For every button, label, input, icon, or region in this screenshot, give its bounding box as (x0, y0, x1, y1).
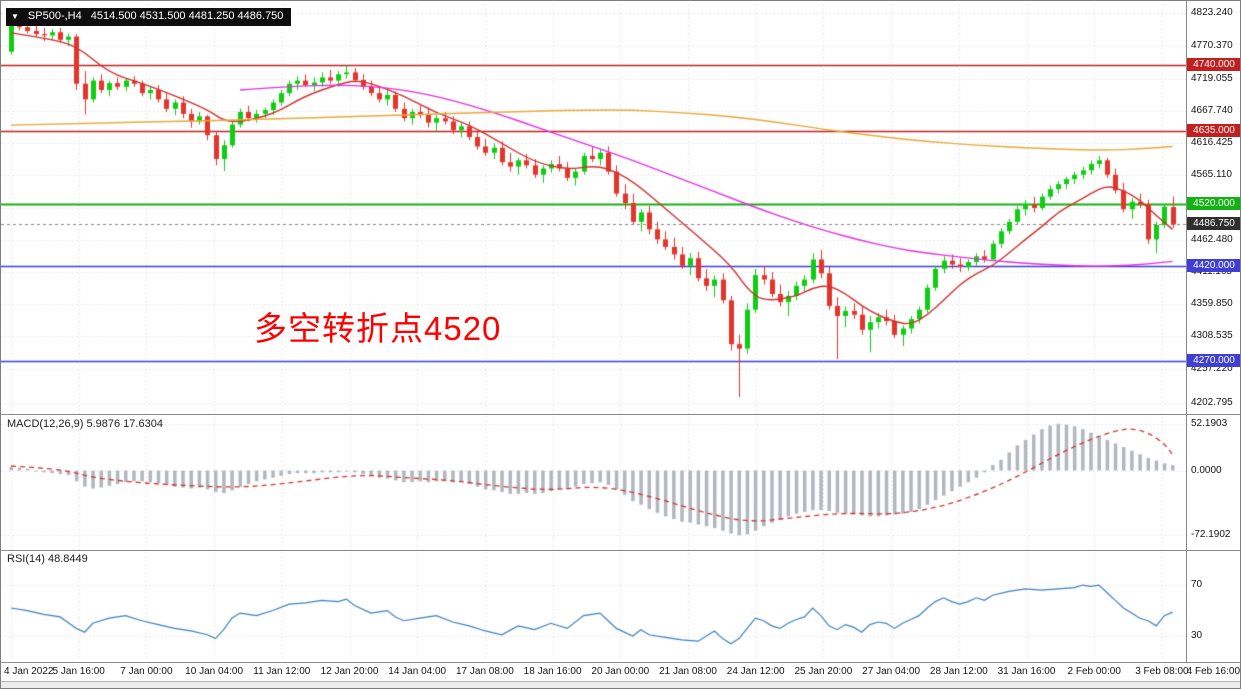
current-price-badge: 4486.750 (1187, 217, 1240, 231)
time-axis-label: 10 Jan 04:00 (185, 666, 244, 677)
time-axis-label: 5 Jan 16:00 (52, 666, 105, 677)
time-axis-label: 2 Feb 00:00 (1067, 666, 1121, 677)
price-axis-label: 4719.055 (1191, 72, 1233, 84)
time-axis-label: 11 Jan 12:00 (253, 666, 311, 677)
chart-canvas[interactable] (1, 1, 1186, 663)
time-axis-label: 27 Jan 04:00 (862, 666, 921, 677)
time-axis-label: 18 Jan 16:00 (523, 666, 582, 677)
macd-axis-label: 52.1903 (1191, 417, 1228, 429)
time-axis[interactable]: 4 Jan 2022 5 Jan 16:00 7 Jan 00:00 10 Jan 0… (1, 663, 1240, 681)
price-axis-label: 4462.480 (1191, 233, 1233, 245)
price-level-badge[interactable]: 4520.000 (1187, 196, 1240, 210)
time-axis-label: 4 Jan 2022 (4, 666, 54, 677)
symbol-timeframe: SP500-,H4 (27, 10, 82, 22)
price-axis-label: 4616.425 (1191, 137, 1233, 149)
price-level-badge[interactable]: 4270.000 (1187, 353, 1240, 367)
time-axis-label: 4 Feb 16:00 (1186, 666, 1240, 677)
time-axis-label: 25 Jan 20:00 (794, 666, 853, 677)
panel-separator[interactable] (1, 414, 1240, 415)
ohlc-values: 4514.500 4531.500 4481.250 4486.750 (90, 10, 284, 22)
rsi-axis-label: 70 (1191, 579, 1203, 591)
price-axis-label: 4823.240 (1191, 7, 1233, 19)
rsi-indicator-label: RSI(14) 48.8449 (7, 553, 88, 565)
price-axis-label: 4257.220 (1191, 362, 1233, 374)
rsi-axis-label: 30 (1191, 630, 1203, 642)
price-axis-label: 4359.850 (1191, 298, 1233, 310)
time-axis-label: 31 Jan 16:00 (997, 666, 1056, 677)
macd-indicator-label: MACD(12,26,9) 5.9876 17.6304 (7, 418, 163, 430)
time-axis-label: 28 Jan 12:00 (929, 666, 988, 677)
time-axis-label: 21 Jan 08:00 (659, 666, 717, 677)
price-axis-label: 4308.535 (1191, 330, 1233, 342)
time-axis-label: 24 Jan 12:00 (726, 666, 785, 677)
time-axis-label: 14 Jan 04:00 (388, 666, 447, 677)
time-axis-label: 12 Jan 20:00 (320, 666, 379, 677)
price-axis-label: 4202.795 (1191, 396, 1233, 408)
macd-axis-label: -72.1902 (1191, 529, 1231, 541)
price-axis[interactable]: 4823.240 4770.370 4719.055 4667.740 4616.425… (1187, 1, 1240, 663)
panel-separator[interactable] (1, 550, 1240, 551)
price-level-badge[interactable]: 4420.000 (1187, 259, 1240, 273)
price-level-badge[interactable]: 4740.000 (1187, 58, 1240, 72)
time-axis-label: 17 Jan 08:00 (455, 666, 514, 677)
price-level-badge[interactable]: 4635.000 (1187, 124, 1240, 138)
time-axis-label: 7 Jan 00:00 (120, 666, 173, 677)
price-axis-label: 4565.110 (1191, 169, 1232, 181)
window-bottom-edge (1, 681, 1240, 688)
time-axis-label: 20 Jan 00:00 (591, 666, 650, 677)
price-axis-label: 4667.740 (1191, 104, 1233, 116)
dropdown-arrow-icon[interactable]: ▼ (11, 12, 19, 21)
symbol-title-badge[interactable]: ▼ SP500-,H4 4514.500 4531.500 4481.250 4… (6, 8, 292, 26)
macd-axis-label: 0.0000 (1191, 464, 1222, 476)
price-axis-label: 4770.370 (1191, 40, 1233, 52)
chart-annotation[interactable]: 多空转折点4520 (254, 310, 502, 347)
time-axis-label: 3 Feb 08:00 (1135, 666, 1189, 677)
panel-separator (1, 662, 1240, 663)
price-axis-border (1186, 1, 1187, 663)
